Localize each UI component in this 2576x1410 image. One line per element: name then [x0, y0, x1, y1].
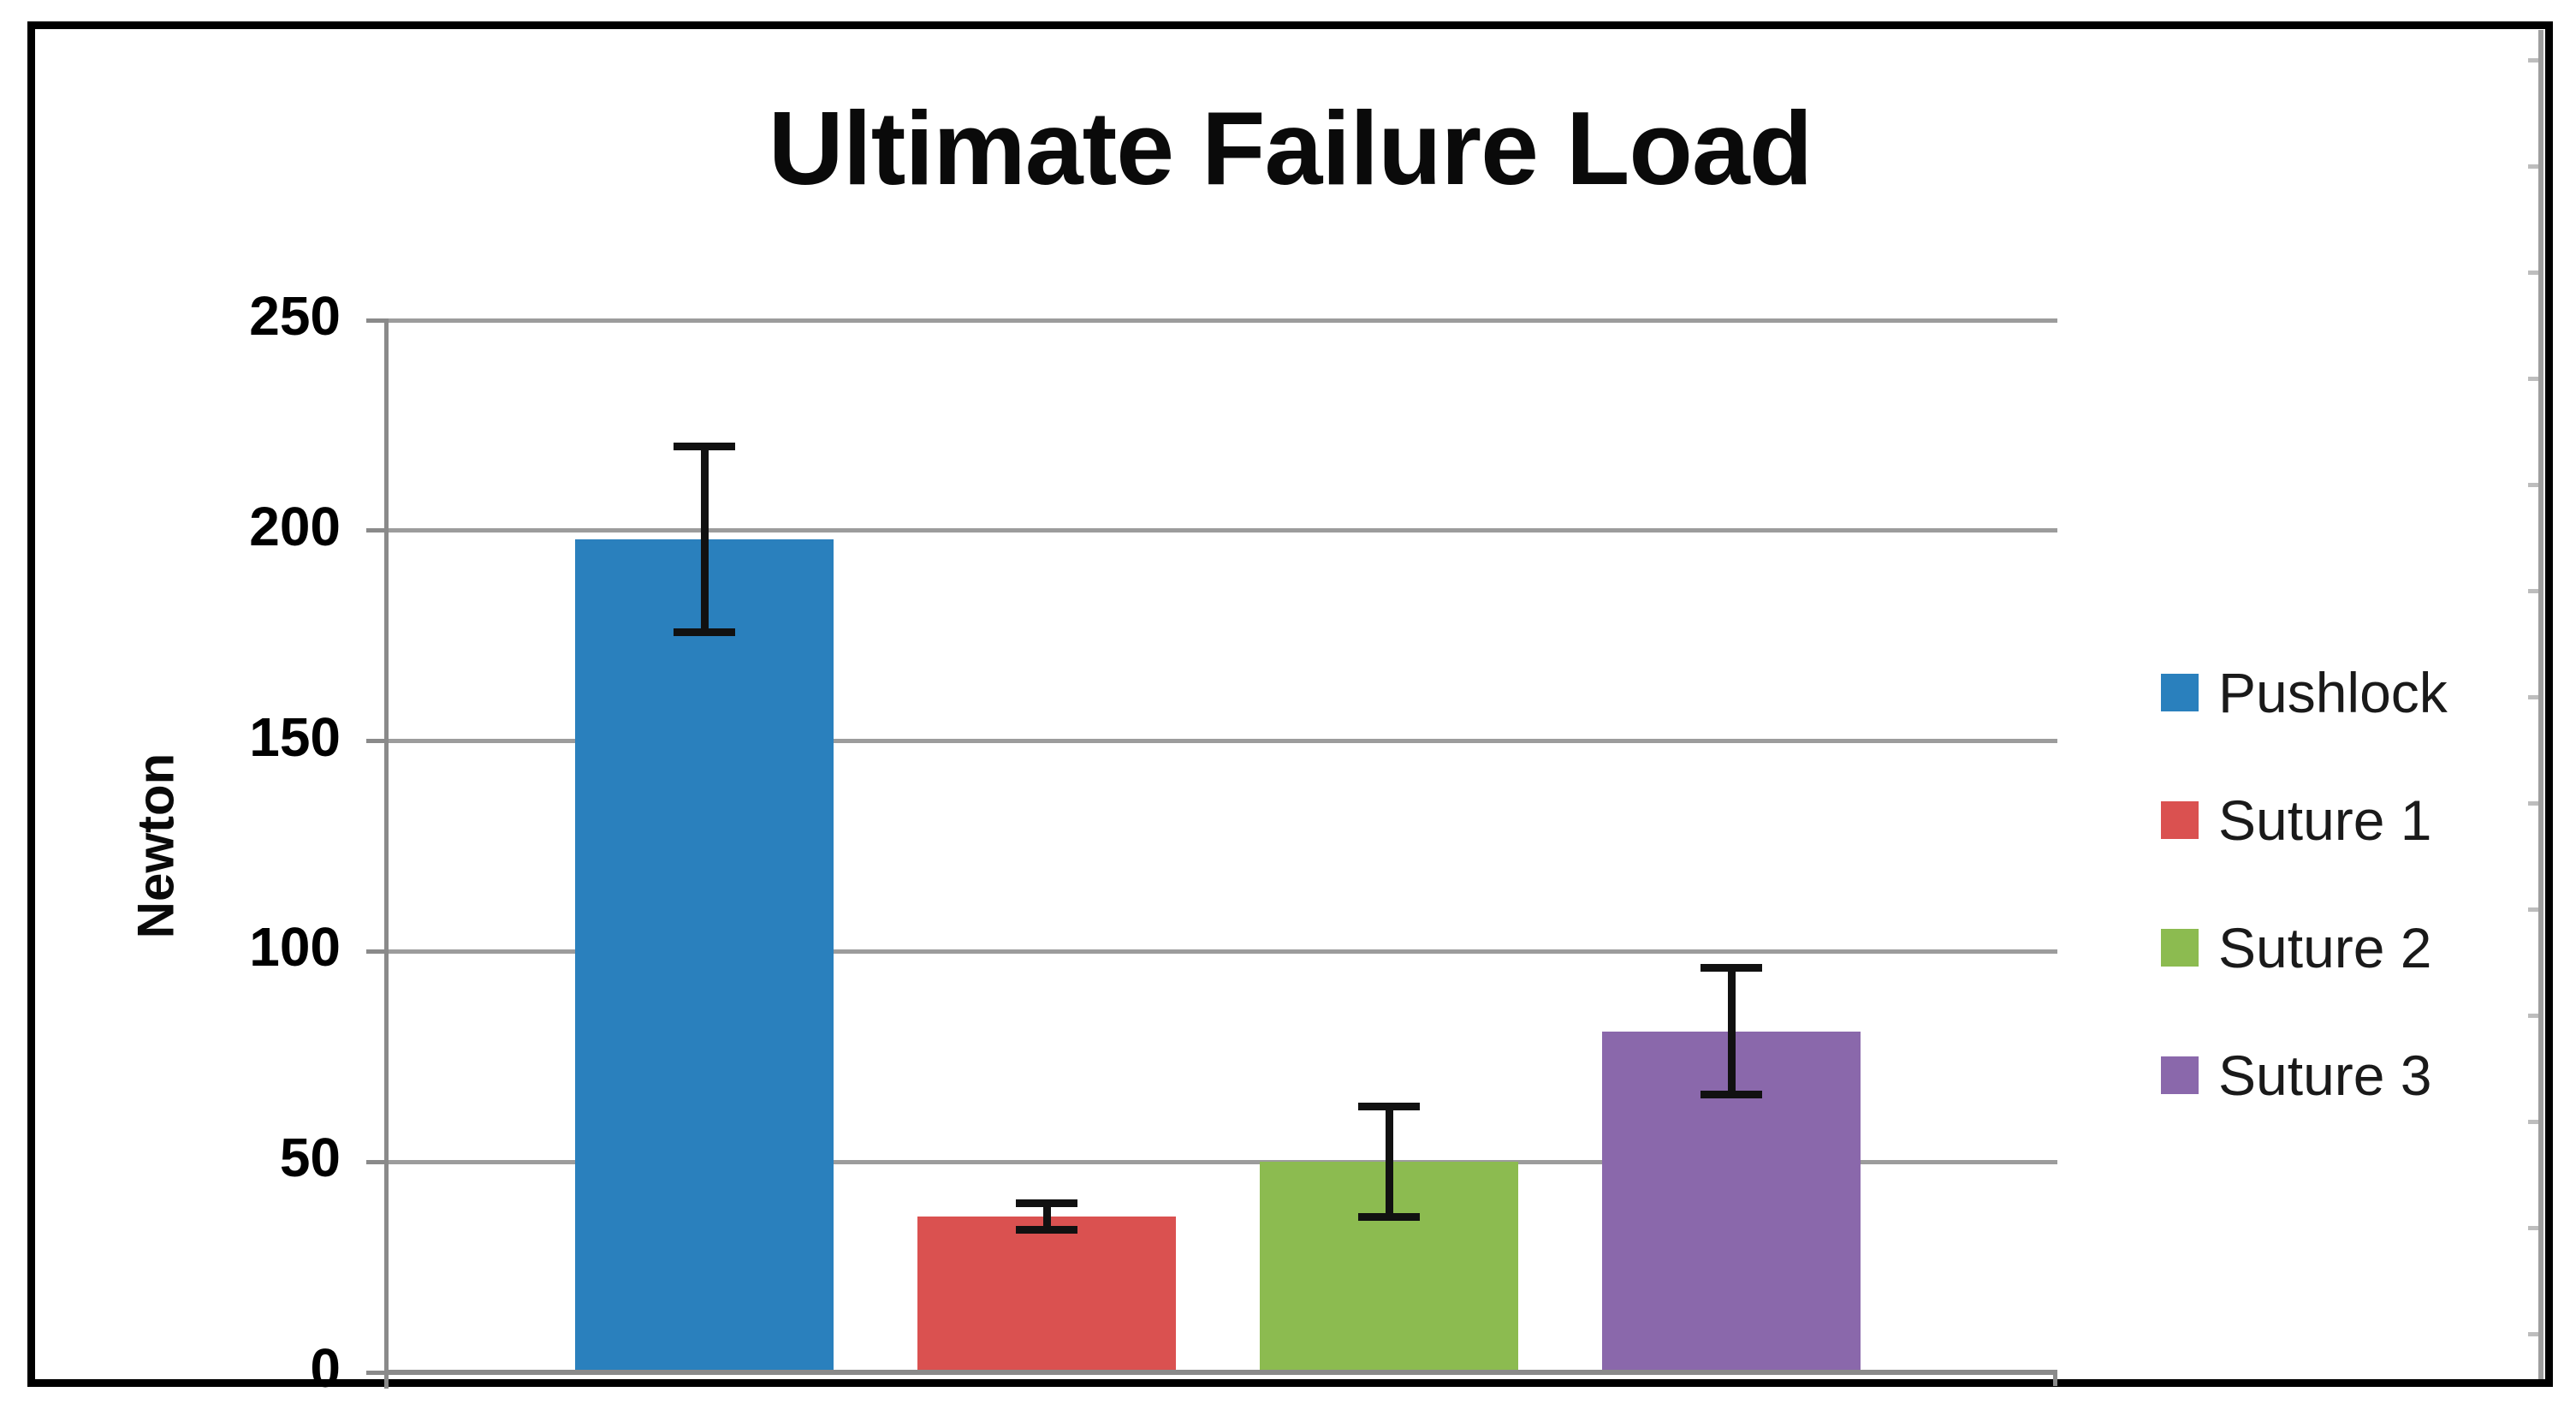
legend-label-pushlock: Pushlock: [2218, 661, 2448, 724]
y-axis-line: [384, 318, 389, 1389]
y-axis-tick-250: [366, 318, 387, 323]
gridline-200: [387, 528, 2057, 533]
ruler-tick: [2528, 1332, 2538, 1336]
error-bar-cap-top-suture-3: [1701, 964, 1762, 973]
x-axis-end-tick: [2053, 1372, 2057, 1386]
ruler-tick: [2528, 164, 2538, 169]
ruler-tick: [2528, 907, 2538, 912]
legend-swatch-suture-2: [2161, 929, 2199, 967]
y-tick-label-200: 200: [249, 495, 341, 557]
error-bar-line-suture-3: [1727, 964, 1736, 1099]
error-bar-cap-top-pushlock: [674, 442, 735, 450]
ruler-tick: [2528, 1120, 2538, 1124]
gridline-150: [387, 739, 2057, 744]
error-bar-cap-bottom-pushlock: [674, 628, 735, 636]
y-tick-label-50: 50: [279, 1127, 341, 1189]
gridline-100: [387, 949, 2057, 954]
bar-suture-1: [917, 1217, 1176, 1372]
y-tick-label-250: 250: [249, 285, 341, 347]
legend-label-suture-2: Suture 2: [2218, 916, 2432, 979]
y-tick-label-150: 150: [249, 705, 341, 768]
ruler-tick: [2528, 1226, 2538, 1230]
error-bar-line-suture-2: [1385, 1103, 1393, 1222]
error-bar-line-pushlock: [700, 442, 709, 636]
ruler-tick: [2528, 695, 2538, 699]
gridline-50: [387, 1159, 2057, 1164]
gridline-250: [387, 318, 2057, 323]
chart-title: Ultimate Failure Load: [768, 90, 1813, 206]
ruler-tick: [2528, 801, 2538, 806]
y-axis-tick: [366, 1370, 387, 1375]
error-bar-cap-bottom-suture-2: [1358, 1213, 1420, 1222]
ruler-tick: [2528, 589, 2538, 593]
legend-swatch-suture-3: [2161, 1056, 2199, 1094]
ruler-tick: [2528, 377, 2538, 381]
legend-swatch-pushlock: [2161, 674, 2199, 711]
legend-label-suture-1: Suture 1: [2218, 788, 2432, 852]
legend-swatch-suture-1: [2161, 801, 2199, 839]
ruler-line: [2538, 30, 2543, 1379]
y-axis-tick-200: [366, 528, 387, 533]
ruler-tick: [2528, 58, 2538, 62]
x-axis-line: [384, 1370, 2057, 1375]
error-bar-cap-bottom-suture-3: [1701, 1091, 1762, 1099]
y-tick-label-100: 100: [249, 916, 341, 979]
error-bar-line-suture-1: [1042, 1199, 1051, 1234]
y-axis-title: Newton: [127, 753, 185, 939]
legend-label-suture-3: Suture 3: [2218, 1044, 2432, 1107]
ruler-tick: [2528, 1014, 2538, 1018]
error-bar-cap-top-suture-2: [1358, 1103, 1420, 1111]
y-tick-label: 0: [310, 1337, 341, 1399]
y-axis-tick-100: [366, 949, 387, 954]
bar-pushlock: [575, 538, 834, 1372]
ruler-tick: [2528, 483, 2538, 487]
ruler-tick: [2528, 271, 2538, 275]
error-bar-cap-top-suture-1: [1016, 1199, 1077, 1208]
error-bar-cap-bottom-suture-1: [1016, 1225, 1077, 1234]
y-axis-tick-150: [366, 739, 387, 744]
figure-border: [27, 21, 2553, 1387]
y-axis-tick-50: [366, 1159, 387, 1164]
